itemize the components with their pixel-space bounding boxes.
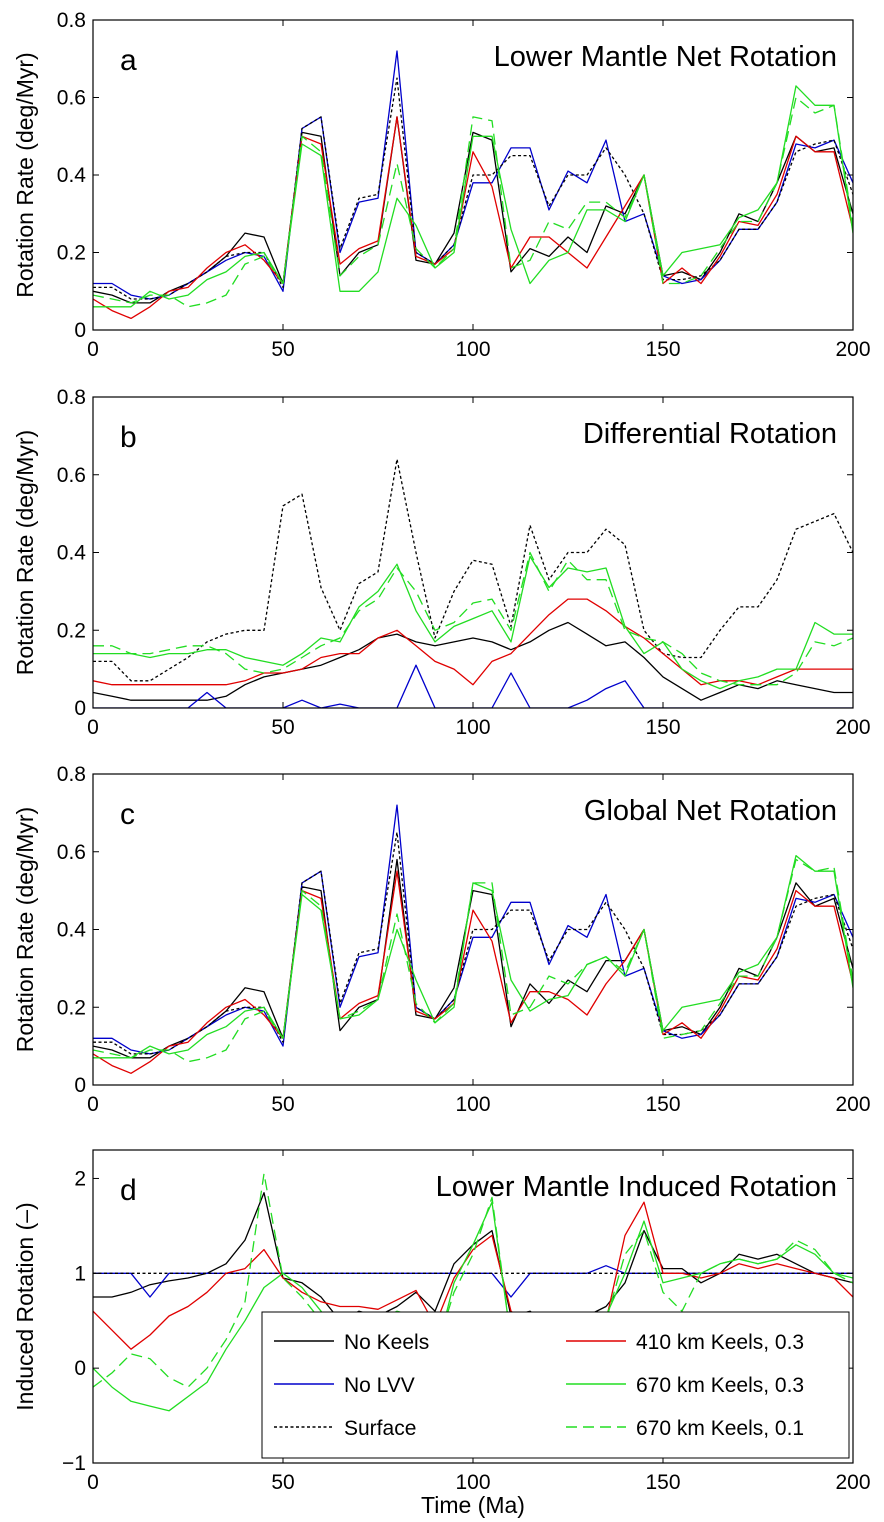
series-line-c-410-km-keels-0-3: [93, 870, 853, 1074]
panel-title: Differential Rotation: [583, 418, 837, 450]
series-line-b-no-lvv: [93, 664, 853, 708]
panel-letter: a: [120, 44, 137, 77]
series-group: [93, 1173, 853, 1412]
series-line-a-surface: [93, 77, 853, 300]
y-tick-label: 0.8: [57, 763, 86, 786]
legend: No Keels No LVV Surface 410 km Keels, 0.3 67…: [261, 1311, 850, 1459]
panel-title: Lower Mantle Net Rotation: [494, 41, 837, 73]
y-tick-label: 0.4: [57, 164, 87, 187]
y-axis-label: Rotation Rate (deg/Myr): [12, 52, 38, 297]
y-tick-label: 0.2: [57, 242, 86, 265]
series-line-c-670-km-keels-0-3: [93, 854, 853, 1059]
series-line-b-670-km-keels-0-3: [93, 555, 853, 690]
y-tick-label: 2: [74, 1167, 86, 1190]
x-tick-label: 150: [645, 1471, 680, 1494]
y-tick-label: 0: [74, 1074, 86, 1097]
series-line-d-670-km-keels-0-1: [93, 1173, 853, 1388]
y-tick-label: 0.2: [57, 996, 86, 1019]
y-tick-label: 1: [74, 1262, 86, 1285]
y-tick-label: −1: [62, 1452, 86, 1475]
series-line-d-410-km-keels-0-3: [93, 1201, 853, 1350]
x-tick-label: 150: [645, 716, 680, 739]
series-line-b-410-km-keels-0-3: [93, 598, 853, 686]
panel-b: 0 50 100 150 200 0 0.2 0.4 0.6 0.8 Rotation Rate (…: [12, 386, 871, 739]
x-tick-label: 200: [835, 1471, 870, 1494]
series-group: [93, 804, 853, 1074]
series-line-a-670-km-keels-0-3: [93, 85, 853, 308]
x-tick-label: 100: [455, 716, 490, 739]
y-tick-label: 0.8: [57, 386, 86, 409]
y-tick-label: 0: [74, 697, 86, 720]
x-axis-label: Time (Ma): [421, 1492, 525, 1518]
series-line-c-670-km-keels-0-1: [93, 858, 853, 1063]
y-axis-label: Rotation Rate (deg/Myr): [12, 807, 38, 1052]
x-tick-label: 100: [455, 338, 490, 361]
x-tick-label: 150: [645, 338, 680, 361]
series-line-c-surface: [93, 831, 853, 1055]
y-tick-label: 0.6: [57, 464, 86, 487]
x-tick-label: 0: [87, 1471, 99, 1494]
y-axis-label: Induced Rotation (–): [12, 1202, 38, 1410]
x-tick-label: 200: [835, 338, 870, 361]
y-tick-label: 0.6: [57, 841, 86, 864]
series-line-a-670-km-keels-0-1: [93, 96, 853, 308]
x-tick-label: 200: [835, 716, 870, 739]
legend-box: [261, 1311, 850, 1459]
x-tick-label: 100: [455, 1471, 490, 1494]
y-tick-label: 0: [74, 1357, 86, 1380]
x-tick-label: 0: [87, 716, 99, 739]
x-tick-label: 150: [645, 1093, 680, 1116]
panel-title: Global Net Rotation: [584, 795, 837, 827]
y-tick-label: 0.6: [57, 87, 86, 110]
panel-c: 0 50 100 150 200 0 0.2 0.4 0.6 0.8 Rotation Rate (…: [12, 763, 871, 1116]
y-axis-label: Rotation Rate (deg/Myr): [12, 430, 38, 675]
panel-title: Lower Mantle Induced Rotation: [436, 1171, 837, 1203]
y-tick-label: 0.4: [57, 542, 87, 565]
x-tick-label: 0: [87, 338, 99, 361]
legend-label: 670 km Keels, 0.1: [636, 1417, 804, 1440]
x-tick-label: 200: [835, 1093, 870, 1116]
legend-label: 670 km Keels, 0.3: [636, 1374, 804, 1397]
x-tick-label: 50: [271, 1093, 294, 1116]
x-tick-label: 50: [271, 1471, 294, 1494]
legend-label: Surface: [344, 1417, 416, 1440]
legend-label: No LVV: [344, 1374, 415, 1397]
y-tick-label: 0: [74, 319, 86, 342]
y-tick-label: 0.4: [57, 919, 87, 942]
series-line-b-surface: [93, 458, 853, 682]
panel-letter: b: [120, 421, 137, 454]
series-group: [93, 50, 853, 320]
legend-label: 410 km Keels, 0.3: [636, 1331, 804, 1354]
x-tick-label: 0: [87, 1093, 99, 1116]
x-tick-label: 50: [271, 338, 294, 361]
series-line-b-670-km-keels-0-1: [93, 551, 853, 686]
x-tick-label: 50: [271, 716, 294, 739]
x-tick-label: 100: [455, 1093, 490, 1116]
panel-letter: c: [120, 798, 135, 831]
panel-a: 0 50 100 150 200 0 0.2 0.4 0.6 0.8 Rotation Rate (…: [12, 9, 871, 361]
series-line-b-no-keels: [93, 621, 853, 701]
panel-letter: d: [120, 1174, 137, 1207]
series-line-c-no-keels: [93, 858, 853, 1059]
legend-label: No Keels: [344, 1331, 429, 1354]
series-line-a-410-km-keels-0-3: [93, 116, 853, 320]
y-tick-label: 0.2: [57, 619, 86, 642]
series-line-a-no-keels: [93, 116, 853, 304]
series-group: [93, 458, 853, 708]
y-tick-label: 0.8: [57, 9, 86, 32]
series-line-c-no-lvv: [93, 804, 853, 1055]
